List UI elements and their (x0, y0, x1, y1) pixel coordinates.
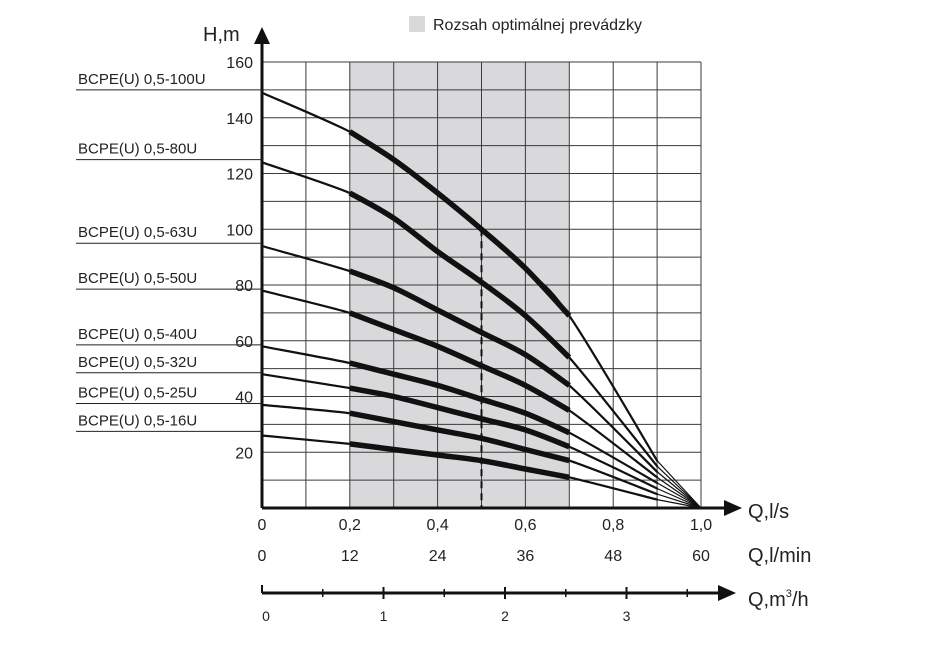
x-tick-label-m3h: 1 (380, 608, 388, 624)
series-optimal-segment (348, 190, 572, 360)
x-axis-title-ls: Q,l/s (748, 501, 789, 523)
y-axis-title: H,m (203, 24, 240, 46)
x-axis-title-m3h: Q,m3/h (748, 588, 809, 611)
y-tick-label: 40 (235, 390, 253, 407)
x-tick-label-lmin: 24 (429, 548, 447, 565)
x-axis-title-lmin: Q,l/min (748, 545, 811, 567)
x-tick-label-m3h: 2 (501, 608, 509, 624)
series-labels-layer: BCPE(U) 0,5-100U BCPE(U) 0,5-80U BCPE(U) 0… (76, 71, 262, 432)
series-optimal-segment (348, 310, 571, 413)
y-tick-label: 140 (226, 111, 253, 128)
series-tail-line (656, 493, 702, 509)
series-label: BCPE(U) 0,5-40U (78, 326, 197, 343)
series-optimal-segment (349, 441, 570, 481)
x-tick-label-lmin: 0 (258, 548, 267, 565)
legend-label: Rozsah optimálnej prevádzky (433, 17, 642, 34)
series-label: BCPE(U) 0,5-80U (78, 141, 197, 158)
series-optimal-segment (349, 385, 571, 450)
y-tick-label: 60 (235, 334, 253, 351)
series-optimal-segment (349, 360, 571, 436)
x-tick-label-ls: 0,8 (602, 517, 624, 534)
x-tick-label-lmin: 36 (517, 548, 535, 565)
x-axis-title-m3h-prefix: Q,m (748, 589, 786, 611)
series-label: BCPE(U) 0,5-32U (78, 354, 197, 371)
y-tick-label: 120 (226, 167, 253, 184)
x-tick-label-m3h: 3 (623, 608, 631, 624)
y-tick-label: 160 (226, 55, 253, 72)
series-optimal-segment (348, 129, 572, 318)
series-tail-line (656, 487, 702, 509)
x-tick-label-ls: 0,6 (514, 517, 536, 534)
series-label: BCPE(U) 0,5-50U (78, 270, 197, 287)
series-tail-line (656, 465, 702, 509)
x-tick-label-ls: 0,4 (426, 517, 448, 534)
y-axis-arrow-icon (254, 27, 270, 44)
x-tick-label-ls: 1,0 (690, 517, 712, 534)
series-tail-line (656, 460, 702, 509)
y-tick-label: 20 (235, 445, 253, 462)
x-tick-label-lmin: 48 (604, 548, 622, 565)
x-tick-label-ls: 0 (258, 517, 267, 534)
x-tick-label-ls: 0,2 (339, 517, 361, 534)
series-tail-line (656, 471, 702, 509)
series-optimal-segment (349, 410, 570, 464)
curves-layer (260, 91, 702, 509)
series-tail-line (656, 482, 702, 509)
x-tick-label-m3h: 0 (262, 608, 270, 624)
series-optimal-segment (348, 268, 571, 388)
legend-swatch (409, 16, 425, 32)
y-tick-label: 80 (235, 278, 253, 295)
series-tail-line (656, 476, 702, 509)
series-label: BCPE(U) 0,5-16U (78, 412, 197, 429)
x-tick-label-lmin: 12 (341, 548, 359, 565)
series-label: BCPE(U) 0,5-100U (78, 71, 206, 88)
series-label: BCPE(U) 0,5-63U (78, 224, 197, 241)
x-axis-arrow-icon (718, 585, 736, 601)
y-tick-label: 100 (226, 222, 253, 239)
series-label: BCPE(U) 0,5-25U (78, 384, 197, 401)
x-axis-arrow-icon (724, 500, 742, 516)
x-axis-title-m3h-sup: 3 (786, 588, 792, 600)
x-tick-label-lmin: 60 (692, 548, 710, 565)
x-axis-title-m3h-suffix: /h (792, 589, 809, 611)
